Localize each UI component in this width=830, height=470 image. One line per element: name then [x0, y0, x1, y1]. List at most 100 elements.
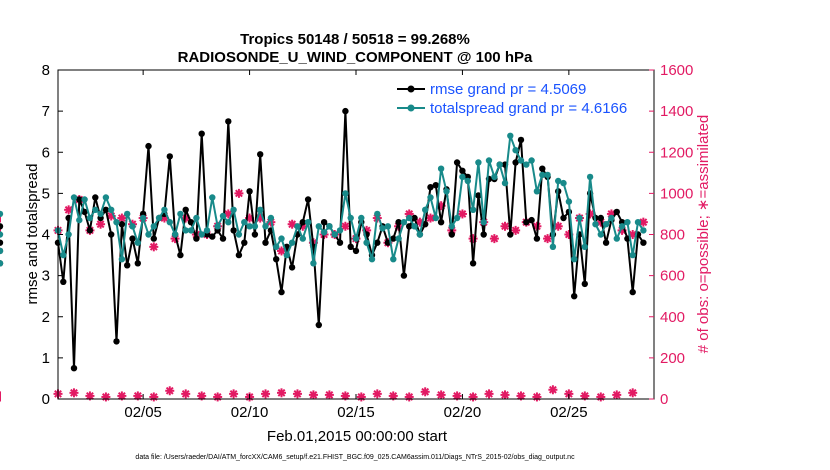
rmse-point: [145, 142, 152, 150]
rmse-point: [288, 264, 296, 271]
totalspread-point: [640, 227, 647, 234]
rmse-point: [469, 260, 477, 267]
rmse-point: [76, 196, 83, 203]
rmse-point: [352, 247, 360, 255]
totalspread-point: [161, 206, 168, 213]
rmse-point: [422, 221, 429, 228]
assimilated-obs-marker: [638, 217, 648, 227]
totalspread-point: [507, 132, 514, 139]
chart-subtitle: RADIOSONDE_U_WIND_COMPONENT @ 100 hPa: [178, 49, 533, 66]
totalspread-point: [193, 214, 200, 222]
rmse-point: [342, 107, 349, 115]
possible-obs-marker: [149, 392, 159, 402]
rmse-point: [437, 219, 445, 226]
rmse-point: [629, 288, 636, 296]
rmse-point: [571, 293, 578, 300]
totalspread-point: [422, 206, 429, 213]
totalspread-point: [576, 214, 583, 222]
totalspread-point: [257, 206, 264, 213]
rmse-point: [523, 219, 530, 226]
assimilated-obs-marker: [96, 219, 106, 229]
possible-obs-marker: [628, 388, 638, 398]
totalspread-point: [310, 260, 317, 267]
totalspread-point: [76, 216, 83, 224]
assimilated-obs-marker: [234, 188, 244, 198]
totalspread-point: [390, 256, 397, 263]
footnote: data file: /Users/raeder/DAI/ATM_forcXX/…: [135, 454, 575, 461]
totalspread-point: [581, 243, 588, 250]
x-tick-label: 02/20: [444, 404, 482, 421]
totalspread-point: [528, 157, 535, 164]
rmse-point: [453, 159, 461, 166]
assimilated-obs-marker: [149, 242, 159, 252]
y-tick-label-left: 2: [42, 309, 50, 326]
x-tick-label: 02/25: [550, 404, 588, 421]
possible-obs-marker: [356, 392, 366, 402]
totalspread-point: [624, 219, 631, 226]
legend-label-totalspread: totalspread grand pr = 4.6166: [430, 100, 627, 117]
rmse-point: [129, 235, 136, 242]
assimilated-obs-marker: [340, 221, 350, 231]
totalspread-point: [113, 219, 120, 226]
totalspread-point: [437, 165, 445, 172]
rmse-point: [390, 235, 397, 242]
assimilated-obs-marker: [500, 221, 510, 231]
rmse-point: [60, 278, 67, 285]
rmse-point: [395, 219, 402, 226]
totalspread-point: [544, 171, 551, 179]
totalspread-point: [203, 227, 211, 234]
totalspread-point: [108, 206, 115, 213]
totalspread-point: [299, 235, 306, 242]
totalspread-point: [496, 161, 503, 168]
possible-obs-marker: [468, 392, 478, 402]
totalspread-point: [304, 219, 312, 226]
y-tick-label-right: 1000: [660, 185, 693, 202]
rmse-point: [124, 262, 131, 269]
y-tick-label-left: 1: [42, 350, 50, 367]
totalspread-point: [241, 219, 248, 226]
legend-marker-rmse: [407, 85, 415, 93]
y-tick-label-left: 0: [42, 391, 50, 408]
possible-obs-marker: [308, 390, 318, 400]
y-tick-label-left: 6: [42, 144, 50, 161]
totalspread-point: [406, 214, 413, 222]
y-tick-label-right: 600: [660, 268, 685, 285]
rmse-point: [235, 251, 243, 259]
totalspread-point: [225, 219, 232, 226]
rmse-point: [262, 239, 269, 246]
totalspread-point: [198, 231, 205, 238]
totalspread-point: [288, 239, 296, 246]
rmse-point: [602, 239, 610, 246]
totalspread-point: [65, 231, 72, 238]
totalspread-point: [118, 256, 126, 263]
totalspread-point: [539, 171, 546, 179]
possible-obs-marker: [101, 392, 111, 402]
x-tick-label: 02/05: [124, 404, 162, 421]
y-tick-label-left: 4: [42, 227, 50, 244]
rmse-point: [448, 231, 455, 238]
totalspread-point: [475, 159, 482, 166]
totalspread-point: [560, 179, 567, 187]
rmse-point: [209, 233, 216, 240]
y-tick-label-right: 800: [660, 227, 685, 244]
rmse-point: [374, 239, 381, 246]
x-tick-label: 02/10: [231, 404, 269, 421]
totalspread-point: [251, 223, 259, 230]
totalspread-point: [629, 251, 636, 259]
possible-obs-marker: [420, 387, 430, 397]
possible-obs-marker: [229, 389, 239, 399]
totalspread-point: [273, 243, 280, 250]
rmse-point: [219, 235, 227, 242]
y-tick-label-right: 1200: [660, 144, 693, 161]
totalspread-point: [102, 194, 110, 201]
y-tick-label-left: 7: [42, 103, 50, 120]
rmse-point: [336, 239, 344, 246]
possible-obs-marker: [324, 390, 334, 400]
rmse-point: [118, 221, 126, 228]
totalspread-point: [320, 229, 328, 236]
rmse-point: [528, 216, 535, 224]
legend-label-rmse: rmse grand pr = 4.5069: [430, 81, 586, 98]
totalspread-point: [384, 223, 392, 230]
possible-obs-marker: [69, 388, 79, 398]
